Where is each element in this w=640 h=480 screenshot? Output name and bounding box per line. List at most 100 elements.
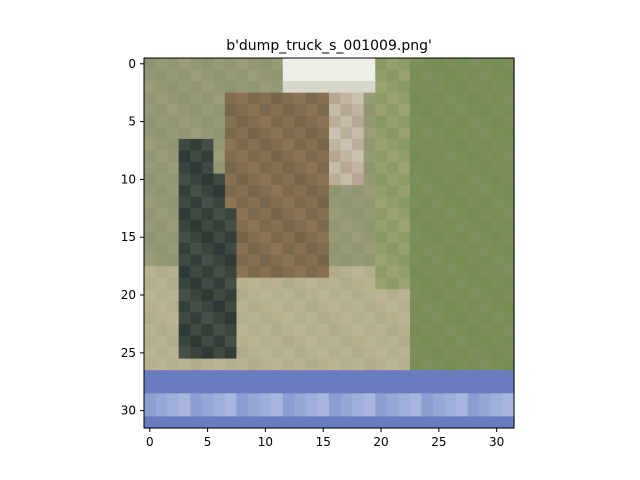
y-tick-label: 10 (121, 172, 136, 186)
pixel (479, 358, 492, 371)
pixel (421, 323, 434, 337)
y-tick-label: 20 (121, 288, 136, 302)
pixel (479, 266, 492, 279)
pixel (155, 231, 168, 244)
y-tick-label: 30 (121, 404, 136, 418)
pixel (433, 69, 446, 82)
pixel (259, 335, 272, 348)
pixel (479, 231, 492, 244)
pixel (155, 404, 168, 418)
pixel (352, 127, 365, 140)
pixel (444, 231, 457, 244)
pixel (433, 323, 446, 337)
pixel (190, 323, 203, 337)
pixel (329, 81, 342, 94)
pixel (421, 162, 434, 175)
pixel (144, 69, 157, 82)
pixel (421, 150, 434, 163)
pixel (236, 219, 249, 233)
pixel (167, 92, 180, 105)
pixel (340, 323, 353, 337)
pixel (167, 196, 180, 209)
pixel (259, 289, 272, 302)
pixel (502, 358, 515, 371)
pixel (409, 208, 423, 221)
pixel (479, 254, 492, 267)
pixel (236, 312, 249, 325)
pixel (352, 173, 365, 186)
pixel (201, 289, 214, 302)
pixel (236, 393, 249, 406)
pixel (190, 300, 203, 313)
pixel (456, 266, 469, 279)
pixel (248, 219, 261, 233)
pixel (444, 115, 457, 128)
pixel (248, 289, 261, 302)
pixel (502, 323, 515, 337)
pixel (386, 300, 399, 313)
pixel (375, 173, 388, 186)
pixel (294, 370, 307, 383)
pixel (167, 58, 180, 71)
pixel (444, 92, 457, 105)
pixel (167, 69, 180, 82)
pixel (421, 335, 434, 348)
pixel (329, 196, 342, 209)
pixel (213, 185, 226, 198)
pixel (456, 173, 469, 186)
pixel (248, 115, 261, 128)
pixel (502, 381, 515, 394)
pixel (409, 404, 423, 418)
pixel (178, 300, 191, 313)
pixel (155, 381, 168, 394)
pixel (421, 231, 434, 244)
pixel (479, 335, 492, 348)
pixel (467, 162, 480, 175)
pixel (329, 358, 342, 371)
pixel (363, 370, 376, 383)
pixel (352, 196, 365, 209)
pixel (444, 196, 457, 209)
pixel (144, 312, 157, 325)
pixel (167, 231, 180, 244)
pixel (502, 104, 515, 117)
pixel (375, 416, 388, 429)
pixel (294, 416, 307, 429)
pixel (352, 162, 365, 175)
pixel (386, 173, 399, 186)
pixel (409, 416, 423, 429)
pixel (167, 150, 180, 163)
pixel (282, 347, 295, 360)
pixel (224, 254, 238, 267)
pixel (329, 393, 342, 406)
pixel (329, 323, 342, 337)
pixel (201, 243, 214, 256)
pixel (201, 162, 214, 175)
pixel (294, 347, 307, 360)
pixel (467, 243, 480, 256)
pixel (190, 266, 203, 279)
pixel (259, 219, 272, 233)
pixel (144, 254, 157, 267)
pixel (201, 254, 214, 267)
pixel (213, 58, 226, 71)
pixel (236, 254, 249, 267)
pixel (490, 323, 504, 337)
pixel (386, 138, 399, 152)
pixel (155, 127, 168, 140)
pixel (317, 335, 330, 348)
pixel (190, 92, 203, 105)
pixel (259, 358, 272, 371)
pixel (178, 81, 191, 94)
pixel (201, 69, 214, 82)
pixel (329, 243, 342, 256)
pixel (282, 92, 295, 105)
pixel (190, 185, 203, 198)
pixel (248, 185, 261, 198)
pixel (305, 254, 319, 267)
pixel (490, 219, 504, 233)
pixel (190, 69, 203, 82)
pixel (398, 416, 411, 429)
pixel (259, 115, 272, 128)
pixel (317, 92, 330, 105)
